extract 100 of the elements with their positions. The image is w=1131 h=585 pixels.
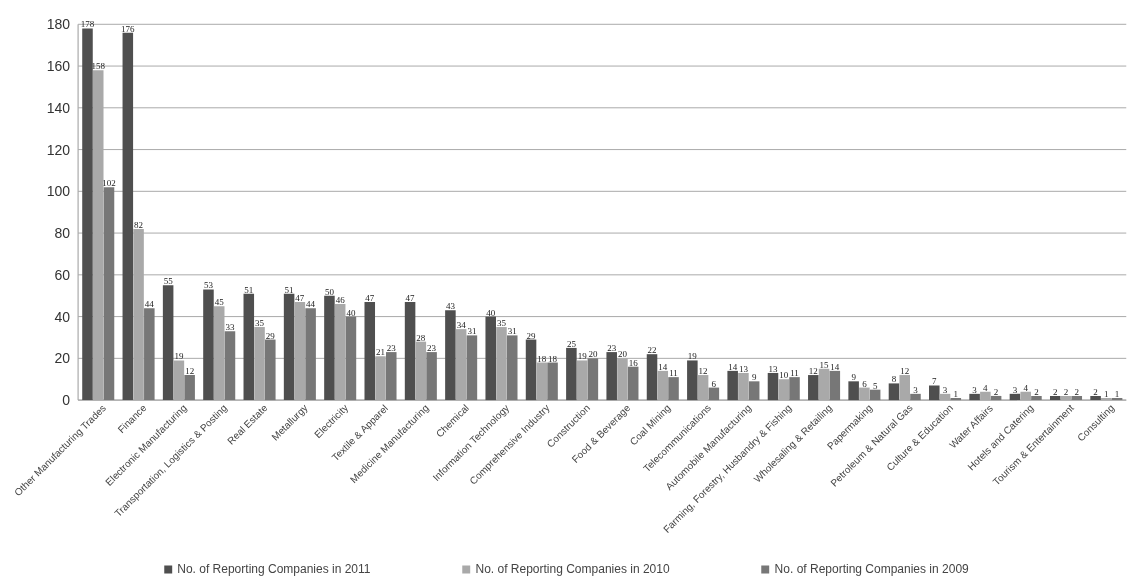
bar: [466, 335, 478, 401]
y-tick-label: 140: [46, 99, 71, 116]
data-label: 13: [768, 363, 778, 374]
bar: [324, 295, 335, 401]
data-label: 2: [1053, 386, 1058, 397]
data-label: 19: [577, 351, 588, 362]
data-label: 2: [993, 386, 999, 397]
data-label: 176: [121, 23, 136, 34]
data-label: 40: [346, 307, 356, 318]
bar: [708, 387, 720, 401]
data-label: 20: [588, 349, 598, 360]
bar: [345, 316, 357, 401]
bar: [243, 293, 255, 401]
y-tick-label: 120: [46, 141, 71, 158]
bar: [606, 352, 617, 401]
data-label: 7: [932, 376, 938, 387]
bar: [426, 352, 437, 401]
data-label: 19: [687, 351, 698, 362]
bar: [789, 377, 800, 401]
data-label: 19: [174, 351, 184, 362]
data-label: 47: [295, 292, 305, 303]
bar: [162, 285, 174, 401]
bar: [122, 32, 134, 401]
data-label: 55: [163, 276, 174, 287]
data-label: 23: [607, 343, 617, 354]
data-label: 44: [144, 299, 155, 310]
bar: [1031, 395, 1042, 401]
bar: [265, 339, 276, 401]
data-label: 50: [324, 286, 335, 297]
bar: [910, 393, 921, 401]
data-label: 9: [751, 372, 757, 383]
data-label: 51: [284, 284, 294, 295]
data-label: 40: [486, 307, 496, 318]
bar: [1090, 395, 1101, 401]
data-label: 44: [306, 299, 316, 310]
data-label: 10: [779, 370, 789, 381]
bar: [888, 383, 900, 401]
data-label: 8: [891, 374, 897, 385]
data-label: 2: [1034, 386, 1039, 397]
data-label: 29: [526, 330, 537, 341]
data-label: 16: [628, 357, 639, 368]
bar: [1009, 393, 1021, 401]
data-label: 6: [711, 378, 717, 389]
bar: [82, 28, 93, 401]
bar: [646, 354, 658, 401]
data-label: 3: [1012, 384, 1018, 395]
bar: [748, 381, 760, 401]
y-tick-label: 160: [46, 58, 71, 75]
y-tick-label: 20: [54, 350, 71, 367]
bar: [627, 366, 639, 401]
legend-label: No. of Reporting Companies in 2010: [475, 562, 670, 576]
bar: [869, 389, 881, 401]
data-label: 14: [728, 361, 738, 372]
data-label: 18: [537, 353, 547, 364]
bar: [184, 375, 195, 401]
data-label: 178: [80, 19, 95, 30]
legend-label: No. of Reporting Companies in 2009: [774, 562, 969, 576]
data-label: 12: [900, 366, 910, 377]
data-label: 25: [566, 338, 577, 349]
bar: [566, 347, 577, 401]
bar: [547, 362, 558, 401]
data-label: 1: [1104, 389, 1109, 400]
bar: [103, 187, 115, 401]
data-label: 12: [698, 366, 708, 377]
data-label: 51: [244, 284, 254, 295]
data-label: 12: [808, 366, 818, 377]
data-label: 1: [953, 389, 959, 400]
bar: [950, 398, 962, 401]
bar: [485, 316, 496, 401]
bar: [829, 370, 841, 401]
data-label: 3: [942, 384, 948, 395]
bar: [203, 289, 214, 401]
bar: [668, 377, 679, 401]
bar: [224, 331, 236, 401]
data-label: 12: [185, 366, 195, 377]
data-label: 1: [1114, 389, 1120, 400]
y-tick-label: 180: [46, 16, 71, 33]
bar: [404, 301, 416, 401]
bar: [587, 358, 599, 401]
data-label: 2: [1063, 386, 1069, 397]
bar: [969, 393, 980, 401]
bar: [1111, 398, 1123, 401]
y-tick-label: 100: [46, 183, 71, 200]
data-label: 11: [669, 368, 678, 379]
data-label: 31: [507, 326, 517, 337]
bar: [283, 293, 295, 401]
data-label: 6: [862, 378, 868, 389]
bar: [445, 310, 456, 401]
data-label: 20: [617, 349, 628, 360]
y-tick-label: 60: [54, 266, 71, 283]
data-label: 29: [265, 330, 276, 341]
bar: [1049, 395, 1061, 401]
y-tick-label: 0: [62, 392, 71, 409]
data-label: 2: [1093, 386, 1098, 397]
bar: [506, 335, 518, 401]
data-label: 21: [376, 347, 386, 358]
data-label: 47: [365, 292, 375, 303]
data-label: 2: [1074, 386, 1080, 397]
legend-label: No. of Reporting Companies in 2011: [177, 562, 371, 576]
bar: [525, 339, 537, 401]
